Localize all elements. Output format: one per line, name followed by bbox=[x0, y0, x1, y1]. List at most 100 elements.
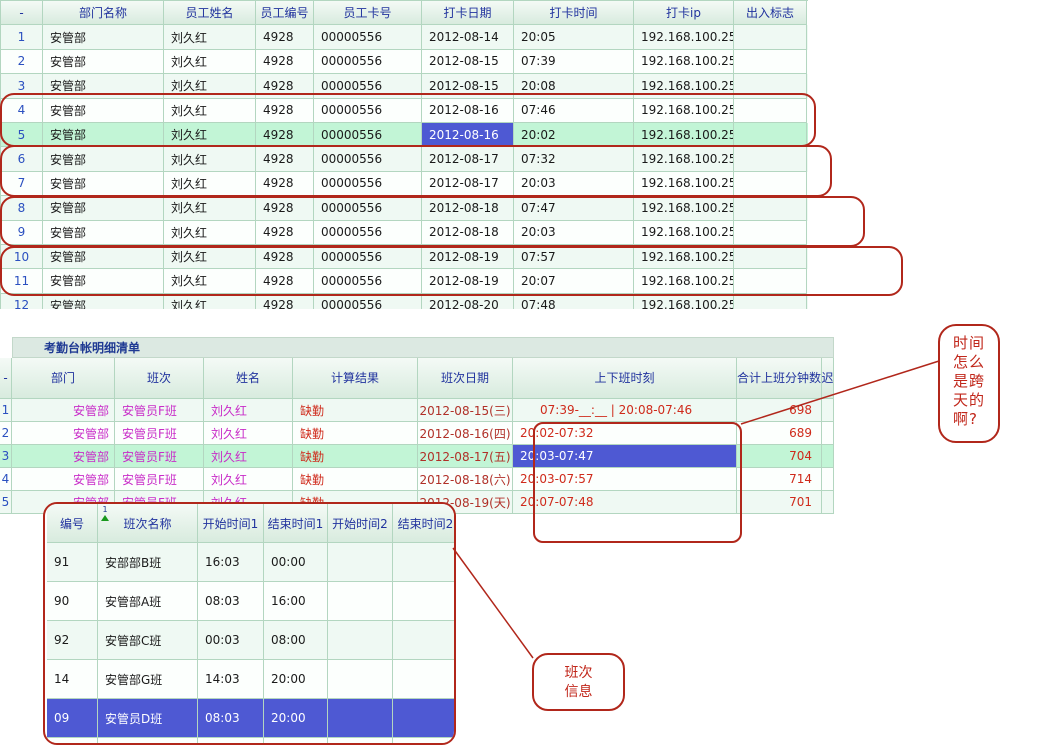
cell-flag[interactable] bbox=[734, 49, 807, 75]
cell-shift-name[interactable]: 安管员F班 bbox=[98, 738, 198, 743]
col-shift-no[interactable]: 编号 bbox=[47, 504, 98, 543]
cell-index[interactable]: 9 bbox=[1, 220, 43, 245]
cell-end1[interactable]: 00:00 bbox=[264, 543, 328, 582]
cell-shift-name[interactable]: 安部部B班 bbox=[98, 543, 198, 582]
cell-index[interactable]: 5 bbox=[1, 122, 43, 148]
cell-shift-no[interactable]: 10 bbox=[47, 738, 98, 743]
cell-dept[interactable]: 安管部 bbox=[43, 293, 164, 309]
cell-time[interactable]: 20:05 bbox=[514, 25, 634, 50]
cell-shift[interactable]: 安管员F班 bbox=[115, 445, 204, 468]
cell-start1[interactable]: 00:03 bbox=[198, 621, 264, 660]
cell-empno[interactable]: 4928 bbox=[256, 244, 314, 270]
cell-name[interactable]: 刘久红 bbox=[204, 399, 293, 422]
cell-start2[interactable] bbox=[328, 699, 393, 738]
cell-dept[interactable]: 安管部 bbox=[43, 244, 164, 270]
cell-flag[interactable] bbox=[734, 196, 807, 221]
cell-time[interactable]: 20:07 bbox=[514, 269, 634, 294]
punch-row-2[interactable]: 2 安管部 刘久红 4928 00000556 2012-08-15 07:39… bbox=[1, 49, 808, 75]
cell-clipped[interactable] bbox=[822, 491, 834, 514]
cell-ip[interactable]: 192.168.100.254 bbox=[634, 269, 734, 294]
cell-shift-name[interactable]: 安管部C班 bbox=[98, 621, 198, 660]
cell-card[interactable]: 00000556 bbox=[314, 269, 422, 294]
cell-time[interactable]: 20:03 bbox=[514, 171, 634, 197]
cell-start2[interactable] bbox=[328, 543, 393, 582]
cell-dept[interactable]: 安管部 bbox=[12, 468, 115, 491]
cell-clipped[interactable] bbox=[822, 422, 834, 445]
cell-ip[interactable]: 192.168.100.254 bbox=[634, 293, 734, 309]
cell-times[interactable]: 20:02-07:32 bbox=[513, 422, 737, 445]
ledger-row-4[interactable]: 4 安管部 安管员F班 刘久红 缺勤 2012-08-18(六) 20:03-0… bbox=[0, 468, 834, 491]
cell-start1[interactable]: 08:03 bbox=[198, 699, 264, 738]
cell-card[interactable]: 00000556 bbox=[314, 244, 422, 270]
cell-index[interactable]: 12 bbox=[1, 293, 43, 309]
cell-dept[interactable]: 安管部 bbox=[43, 122, 164, 148]
col-start1[interactable]: 开始时间1 bbox=[198, 504, 264, 543]
cell-result[interactable]: 缺勤 bbox=[293, 399, 418, 422]
cell-start2[interactable] bbox=[328, 582, 393, 621]
cell-minutes[interactable]: 698 bbox=[737, 399, 822, 422]
cell-times-selected[interactable]: 20:03-07:47 bbox=[513, 445, 737, 468]
col-times[interactable]: 上下班时刻 bbox=[513, 358, 737, 399]
cell-end2[interactable] bbox=[393, 738, 454, 743]
cell-time[interactable]: 07:47 bbox=[514, 196, 634, 221]
cell-date[interactable]: 2012-08-18 bbox=[422, 220, 514, 245]
cell-name[interactable]: 刘久红 bbox=[164, 74, 256, 99]
cell-end2[interactable] bbox=[393, 660, 454, 699]
cell-flag[interactable] bbox=[734, 220, 807, 245]
cell-shift-date[interactable]: 2012-08-17(五) bbox=[418, 445, 513, 468]
cell-time[interactable]: 07:57 bbox=[514, 244, 634, 270]
punch-row-12[interactable]: 12 安管部 刘久红 4928 00000556 2012-08-20 07:4… bbox=[1, 293, 808, 309]
cell-ip[interactable]: 192.168.100.254 bbox=[634, 25, 734, 50]
cell-index[interactable]: 3 bbox=[1, 74, 43, 99]
cell-flag[interactable] bbox=[734, 244, 807, 270]
cell-name[interactable]: 刘久红 bbox=[204, 468, 293, 491]
cell-ip[interactable]: 192.168.100.254 bbox=[634, 49, 734, 75]
cell-ip[interactable]: 192.168.100.254 bbox=[634, 220, 734, 245]
cell-date[interactable]: 2012-08-17 bbox=[422, 147, 514, 172]
cell-name[interactable]: 刘久红 bbox=[164, 293, 256, 309]
cell-minutes[interactable]: 689 bbox=[737, 422, 822, 445]
punch-row-7[interactable]: 7 安管部 刘久红 4928 00000556 2012-08-17 20:03… bbox=[1, 171, 808, 197]
col-index[interactable]: - bbox=[0, 358, 12, 399]
cell-time[interactable]: 07:39 bbox=[514, 49, 634, 75]
cell-empno[interactable]: 4928 bbox=[256, 25, 314, 50]
cell-shift-no[interactable]: 09 bbox=[47, 699, 98, 738]
col-card-no[interactable]: 员工卡号 bbox=[314, 1, 422, 25]
cell-index[interactable]: 8 bbox=[1, 196, 43, 221]
cell-dept[interactable]: 安管部 bbox=[43, 269, 164, 294]
cell-end1[interactable]: 08:00 bbox=[264, 738, 328, 743]
cell-dept[interactable]: 安管部 bbox=[43, 196, 164, 221]
col-punch-time[interactable]: 打卡时间 bbox=[514, 1, 634, 25]
col-shift-name[interactable]: 班次名称 bbox=[98, 504, 198, 543]
cell-index[interactable]: 4 bbox=[1, 98, 43, 123]
cell-dept[interactable]: 安管部 bbox=[12, 445, 115, 468]
cell-name[interactable]: 刘久红 bbox=[204, 445, 293, 468]
punch-row-5-highlighted[interactable]: 5 安管部 刘久红 4928 00000556 2012-08-16 20:02… bbox=[1, 122, 808, 148]
cell-shift-name[interactable]: 安管部G班 bbox=[98, 660, 198, 699]
cell-flag[interactable] bbox=[734, 98, 807, 123]
cell-dept[interactable]: 安管部 bbox=[12, 422, 115, 445]
cell-start1[interactable]: 16:03 bbox=[198, 543, 264, 582]
cell-time[interactable]: 07:32 bbox=[514, 147, 634, 172]
cell-name[interactable]: 刘久红 bbox=[164, 98, 256, 123]
cell-end1[interactable]: 16:00 bbox=[264, 582, 328, 621]
cell-ip[interactable]: 192.168.100.254 bbox=[634, 147, 734, 172]
cell-flag[interactable] bbox=[734, 122, 807, 148]
cell-name[interactable]: 刘久红 bbox=[204, 422, 293, 445]
col-index[interactable]: - bbox=[1, 1, 43, 25]
cell-time[interactable]: 07:46 bbox=[514, 98, 634, 123]
shift-row-09-selected[interactable]: 09 安管员D班 08:03 20:00 bbox=[47, 699, 454, 738]
sort-ascending-icon[interactable]: 1 bbox=[99, 506, 111, 521]
cell-flag[interactable] bbox=[734, 293, 807, 309]
cell-shift-date[interactable]: 2012-08-16(四) bbox=[418, 422, 513, 445]
cell-result[interactable]: 缺勤 bbox=[293, 468, 418, 491]
cell-empno[interactable]: 4928 bbox=[256, 147, 314, 172]
cell-flag[interactable] bbox=[734, 269, 807, 294]
cell-minutes[interactable]: 704 bbox=[737, 445, 822, 468]
cell-dept[interactable]: 安管部 bbox=[43, 49, 164, 75]
cell-dept[interactable]: 安管部 bbox=[43, 147, 164, 172]
col-end1[interactable]: 结束时间1 bbox=[264, 504, 328, 543]
cell-end1[interactable]: 08:00 bbox=[264, 621, 328, 660]
cell-index[interactable]: 5 bbox=[0, 491, 12, 514]
ledger-row-1[interactable]: 1 安管部 安管员F班 刘久红 缺勤 2012-08-15(三) 07:39-_… bbox=[0, 399, 834, 422]
